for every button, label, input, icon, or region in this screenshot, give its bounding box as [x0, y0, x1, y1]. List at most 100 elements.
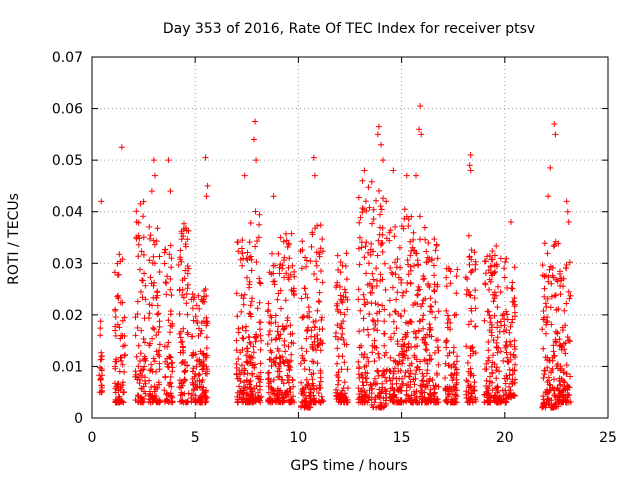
data-point [247, 220, 254, 226]
data-point [116, 324, 123, 331]
data-point [268, 384, 275, 391]
data-point [193, 384, 200, 391]
data-point [418, 389, 425, 396]
data-point [373, 380, 380, 387]
data-point [246, 310, 253, 317]
data-point [265, 375, 272, 382]
data-point [183, 291, 190, 297]
data-point [306, 366, 313, 373]
data-point [443, 283, 450, 290]
data-point [357, 214, 364, 221]
data-point [251, 136, 257, 143]
data-point [453, 372, 460, 378]
data-point [427, 327, 434, 333]
data-point [394, 256, 401, 263]
data-point [195, 397, 202, 404]
data-point [163, 391, 170, 398]
data-point [314, 342, 321, 349]
data-point [374, 252, 381, 259]
data-point [256, 275, 263, 282]
data-point [265, 331, 272, 338]
data-point [387, 334, 394, 341]
data-point [355, 358, 362, 365]
data-point [395, 361, 402, 368]
data-point [257, 369, 264, 376]
data-point [162, 373, 169, 380]
data-point [427, 386, 434, 393]
data-point [98, 367, 105, 374]
data-point [365, 184, 372, 191]
data-point [184, 311, 191, 318]
data-point [551, 376, 557, 383]
data-point [467, 292, 474, 299]
data-point [545, 374, 552, 381]
data-point [141, 396, 148, 402]
data-point [403, 382, 410, 389]
data-point [413, 395, 420, 401]
data-point [154, 302, 161, 309]
data-point [268, 337, 275, 343]
data-point [142, 355, 149, 362]
data-point [548, 368, 554, 374]
data-point [550, 348, 557, 355]
data-point [381, 318, 388, 325]
data-point [403, 288, 410, 295]
data-point [472, 396, 479, 403]
data-point [311, 172, 318, 179]
data-point [152, 172, 158, 179]
data-point [256, 211, 263, 218]
x-tick-label: 15 [393, 430, 411, 446]
data-point [355, 194, 362, 201]
data-point [560, 377, 567, 384]
x-axis-label: GPS time / hours [290, 458, 407, 474]
data-point [377, 211, 383, 218]
data-point [355, 296, 362, 303]
data-point [425, 240, 432, 246]
data-point [256, 221, 263, 228]
data-point [413, 172, 419, 179]
data-point [544, 295, 551, 302]
data-point [511, 264, 518, 271]
data-point [121, 389, 127, 395]
data-point [273, 335, 280, 342]
data-point [494, 304, 501, 311]
data-point [431, 236, 438, 243]
data-point [361, 296, 368, 303]
data-point [237, 349, 244, 356]
data-point [511, 301, 518, 308]
data-point [287, 322, 294, 329]
data-point [562, 322, 569, 329]
data-point [369, 317, 376, 324]
data-point [386, 237, 393, 244]
data-point [391, 308, 398, 315]
data-point [362, 393, 369, 400]
y-tick-label: 0.06 [52, 102, 83, 118]
data-point [363, 207, 370, 214]
data-point [369, 220, 376, 227]
data-point [319, 314, 325, 321]
data-point [500, 357, 507, 364]
data-point [169, 368, 176, 375]
data-point [163, 280, 170, 287]
data-point [316, 249, 322, 256]
data-point [156, 353, 163, 360]
data-point [401, 341, 407, 348]
data-point [557, 342, 564, 348]
data-point [265, 307, 272, 313]
data-point [306, 314, 313, 321]
data-point [248, 267, 255, 274]
data-point [501, 322, 508, 329]
data-point [431, 288, 438, 295]
data-point [427, 303, 434, 310]
data-point [256, 279, 263, 286]
data-point [241, 367, 248, 374]
data-point [565, 288, 572, 295]
data-point [151, 260, 158, 267]
data-point [338, 366, 345, 373]
data-point [119, 361, 126, 368]
data-point [428, 303, 435, 310]
data-point [277, 234, 284, 241]
data-point [431, 272, 438, 279]
data-point [467, 390, 474, 397]
data-point [339, 262, 346, 269]
